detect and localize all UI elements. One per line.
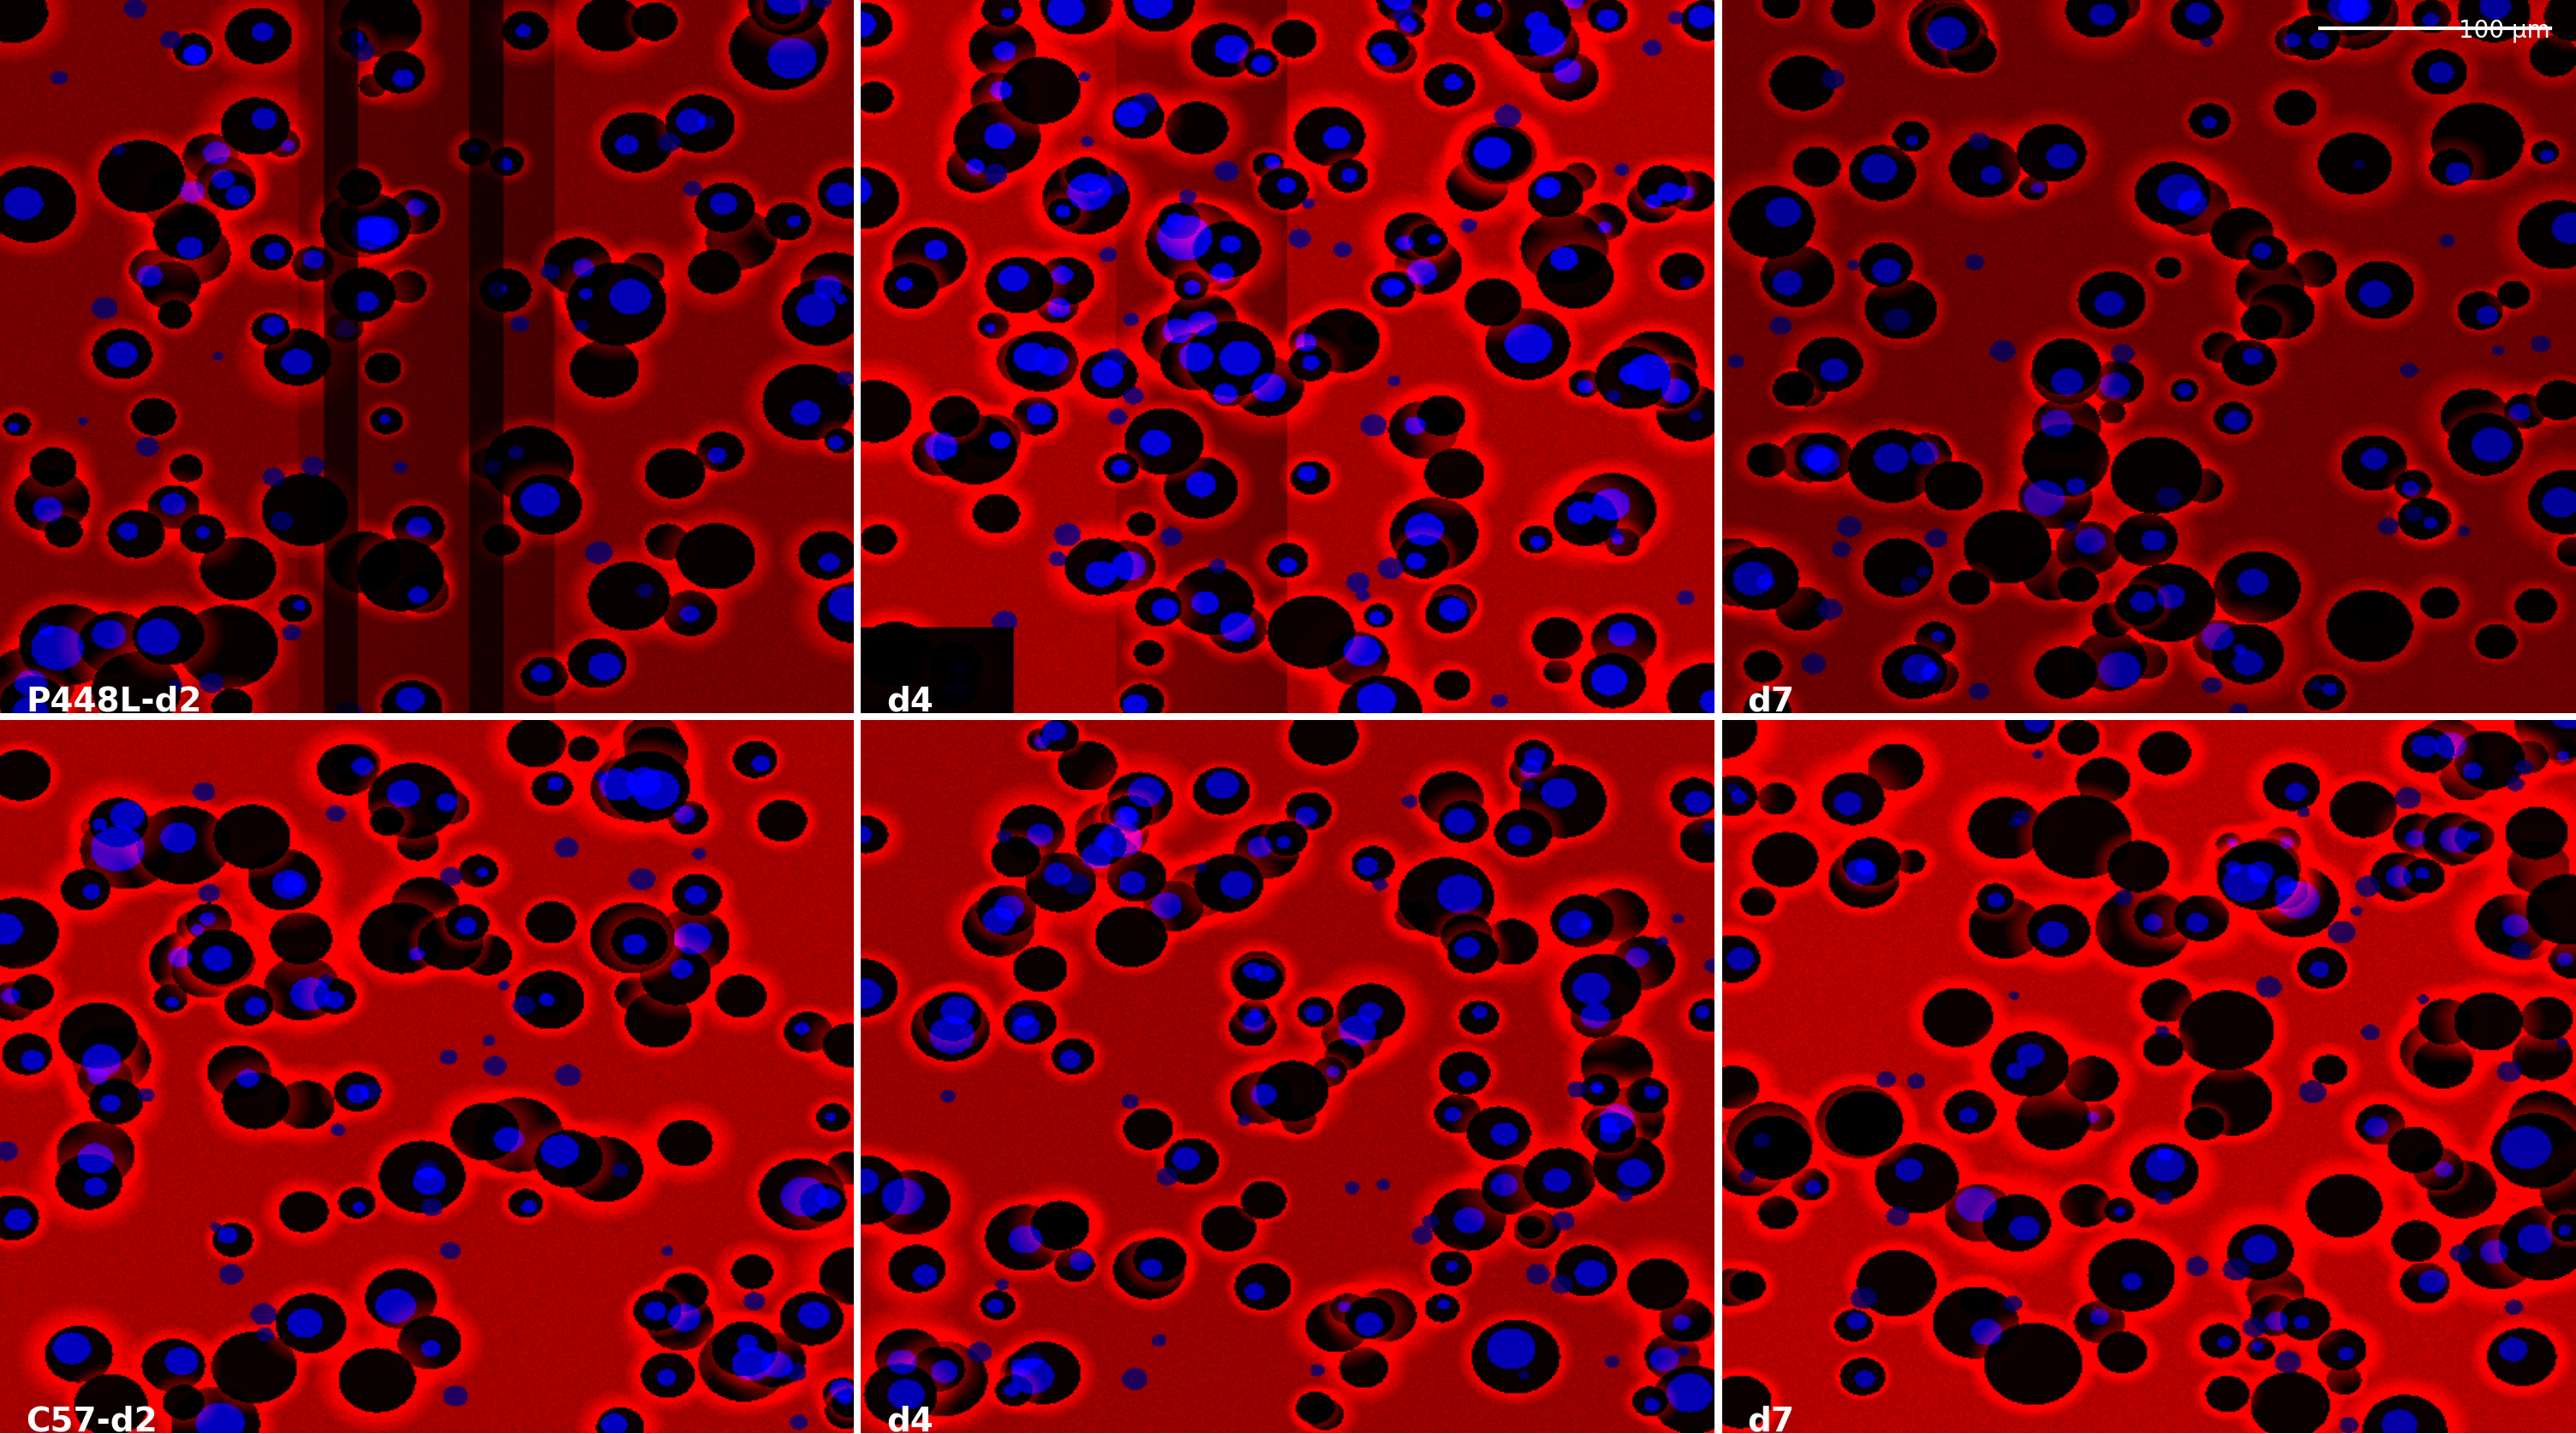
Text: P448L-d2: P448L-d2 <box>26 685 201 718</box>
Text: 100 μm: 100 μm <box>2460 19 2550 43</box>
Text: d7: d7 <box>1747 685 1795 718</box>
Text: d4: d4 <box>886 685 933 718</box>
Text: d4: d4 <box>886 1405 933 1434</box>
Text: C57-d2: C57-d2 <box>26 1405 157 1434</box>
Text: d7: d7 <box>1747 1405 1795 1434</box>
